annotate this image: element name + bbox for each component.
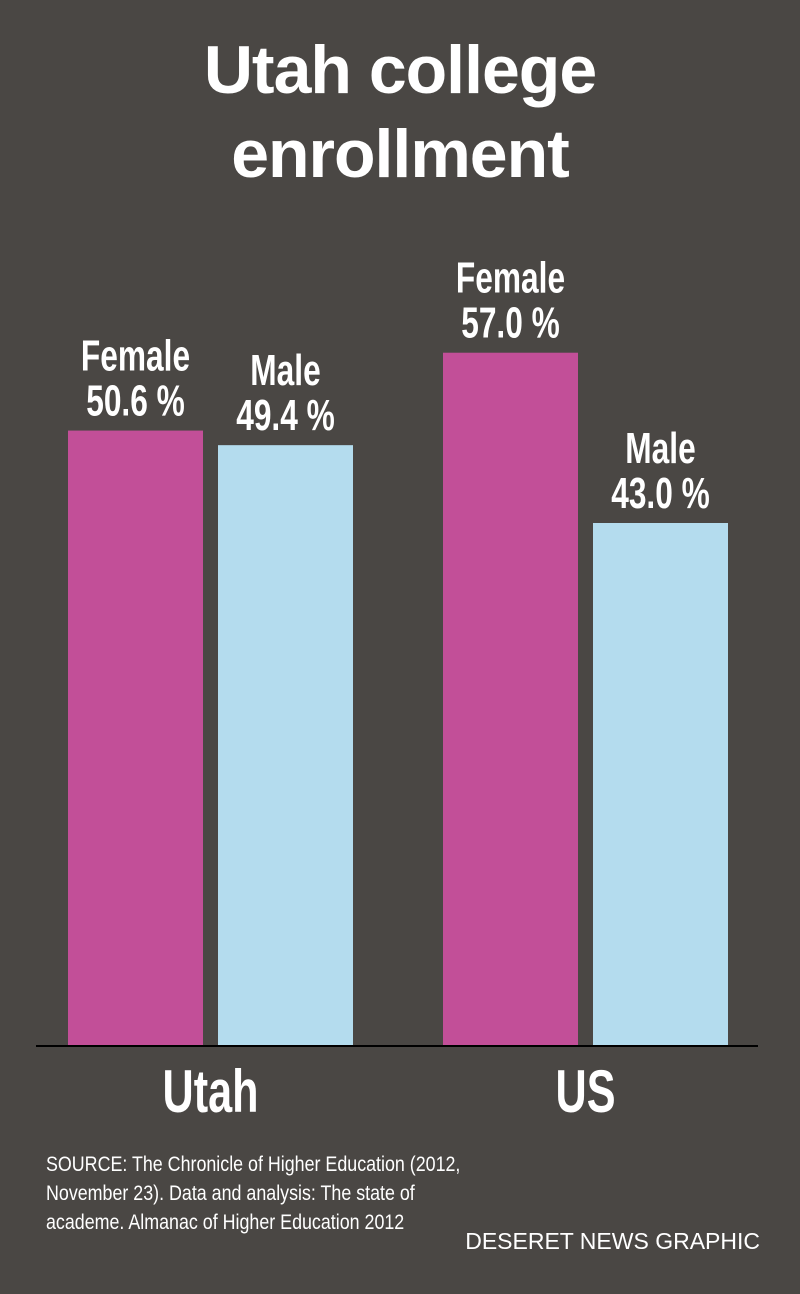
bar <box>218 445 353 1046</box>
series-label: Female <box>456 254 565 303</box>
series-label: Male <box>625 424 695 473</box>
data-label: 49.4 % <box>236 391 335 440</box>
bar <box>593 523 728 1046</box>
x-tick-label: US <box>556 1059 616 1126</box>
x-tick-label: Utah <box>163 1059 259 1126</box>
chart-title: Utah college enrollment <box>203 32 597 192</box>
source-note: SOURCE: The Chronicle of Higher Educatio… <box>46 1153 461 1234</box>
data-label: 50.6 % <box>86 377 185 426</box>
bar <box>68 430 203 1046</box>
data-label: 43.0 % <box>611 469 710 518</box>
credit: DESERET NEWS GRAPHIC <box>465 1228 760 1254</box>
bar <box>443 352 578 1046</box>
data-label: 57.0 % <box>461 299 560 348</box>
series-label: Female <box>81 332 190 381</box>
series-label: Male <box>250 346 320 395</box>
